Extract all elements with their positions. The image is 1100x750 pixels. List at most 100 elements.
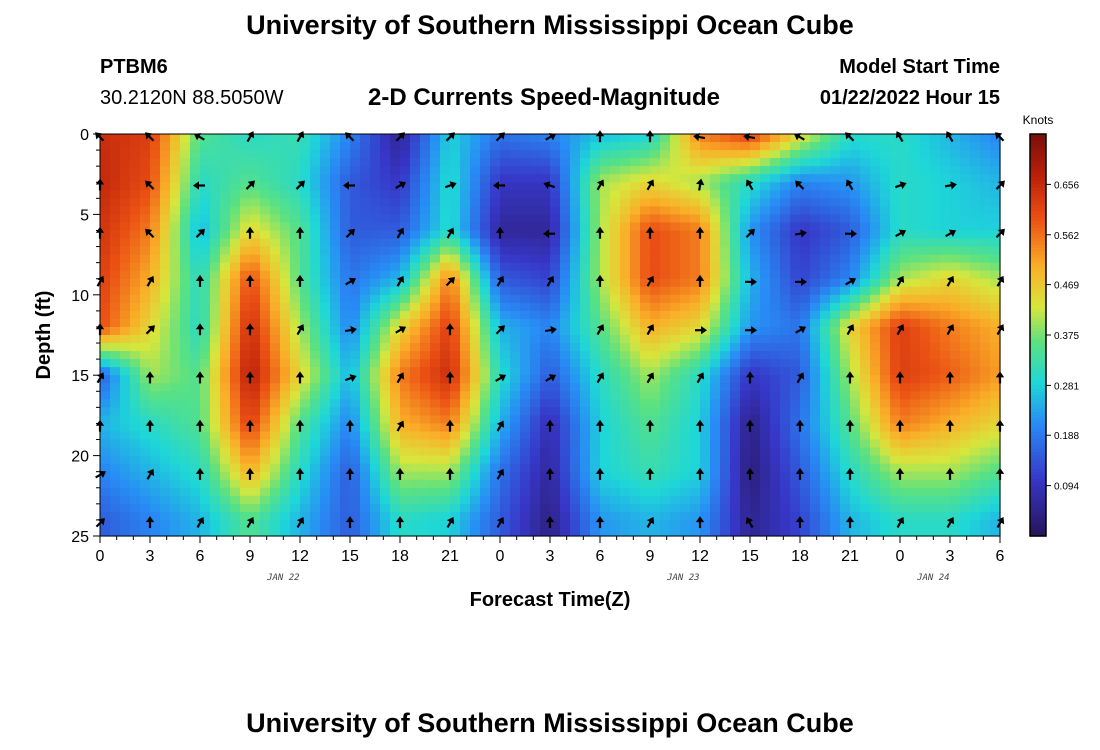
heatmap-cell <box>160 302 171 312</box>
heatmap-cell <box>230 415 241 425</box>
heatmap-cell <box>850 343 861 352</box>
heatmap-cell <box>160 214 171 224</box>
heatmap-cell <box>160 270 171 280</box>
heatmap-cell <box>700 254 711 264</box>
heatmap-cell <box>570 294 581 304</box>
heatmap-cell <box>220 254 231 264</box>
heatmap-cell <box>350 399 361 408</box>
heatmap-cell <box>780 326 791 336</box>
heatmap-cell <box>420 150 431 159</box>
heatmap-cell <box>240 158 251 167</box>
heatmap-cell <box>720 278 731 288</box>
heatmap-cell <box>860 302 871 312</box>
heatmap-cell <box>270 335 281 344</box>
heatmap-cell <box>450 230 461 240</box>
heatmap-cell <box>890 230 901 240</box>
heatmap-cell <box>830 142 841 151</box>
heatmap-cell <box>320 214 331 224</box>
heatmap-cell <box>630 166 641 175</box>
heatmap-cell <box>110 326 121 336</box>
heatmap-cell <box>250 399 261 408</box>
heatmap-cell <box>110 407 121 416</box>
heatmap-cell <box>730 158 741 167</box>
heatmap-cell <box>670 351 681 360</box>
heatmap-cell <box>120 206 131 215</box>
heatmap-cell <box>360 286 371 296</box>
heatmap-cell <box>470 326 481 336</box>
heatmap-cell <box>330 278 341 288</box>
heatmap-cell <box>340 254 351 264</box>
heatmap-cell <box>810 286 821 296</box>
heatmap-cell <box>240 150 251 159</box>
heatmap-cell <box>210 375 221 384</box>
heatmap-cell <box>970 286 981 296</box>
heatmap-cell <box>850 158 861 167</box>
heatmap-cell <box>480 190 491 199</box>
heatmap-cell <box>380 182 391 191</box>
heatmap-cell <box>230 310 241 320</box>
heatmap-cell <box>290 407 301 416</box>
heatmap-cell <box>780 391 791 400</box>
heatmap-cell <box>360 351 371 360</box>
heatmap-cell <box>140 407 151 416</box>
heatmap-cell <box>260 335 271 344</box>
heatmap-cell <box>270 254 281 264</box>
heatmap-cell <box>510 246 521 256</box>
heatmap-cell <box>570 206 581 215</box>
heatmap-cell <box>190 343 201 352</box>
heatmap-cell <box>810 415 821 425</box>
heatmap-cell <box>330 423 341 433</box>
heatmap-cell <box>180 310 191 320</box>
heatmap-cell <box>150 351 161 360</box>
heatmap-cell <box>690 407 701 416</box>
heatmap-cell <box>480 134 491 143</box>
heatmap-cell <box>170 238 181 248</box>
heatmap-cell <box>610 359 621 368</box>
heatmap-cell <box>140 262 151 272</box>
heatmap-cell <box>590 335 601 344</box>
heatmap-cell <box>820 383 831 392</box>
heatmap-cell <box>400 222 411 232</box>
heatmap-cell <box>330 150 341 159</box>
heatmap-cell <box>880 415 891 425</box>
heatmap-cell <box>510 190 521 199</box>
heatmap-cell <box>880 367 891 376</box>
heatmap-cell <box>820 262 831 272</box>
heatmap-cell <box>210 310 221 320</box>
heatmap-cell <box>530 174 541 183</box>
heatmap-cell <box>280 335 291 344</box>
heatmap-cell <box>530 254 541 264</box>
heatmap-cell <box>160 407 171 416</box>
heatmap-cell <box>360 222 371 232</box>
heatmap-cell <box>880 383 891 392</box>
heatmap-cell <box>820 351 831 360</box>
heatmap-cell <box>540 431 551 441</box>
heatmap-cell <box>480 383 491 392</box>
heatmap-cell <box>860 158 871 167</box>
heatmap-cell <box>850 367 861 376</box>
heatmap-cell <box>940 359 951 368</box>
heatmap-cell <box>360 206 371 215</box>
heatmap-cell <box>900 246 911 256</box>
heatmap-cell <box>430 182 441 191</box>
heatmap-cell <box>180 391 191 400</box>
heatmap-cell <box>380 447 391 457</box>
heatmap-cell <box>380 238 391 248</box>
heatmap-cell <box>290 134 301 143</box>
heatmap-cell <box>120 294 131 304</box>
heatmap-cell <box>530 278 541 288</box>
heatmap-cell <box>990 447 1001 457</box>
heatmap-cell <box>490 318 501 328</box>
heatmap-cell <box>300 359 311 368</box>
heatmap-cell <box>290 351 301 360</box>
heatmap-cell <box>970 447 981 457</box>
heatmap-cell <box>810 166 821 175</box>
heatmap-cell <box>270 166 281 175</box>
heatmap-cell <box>440 206 451 215</box>
heatmap-cell <box>560 399 571 408</box>
heatmap-cell <box>860 318 871 328</box>
heatmap-cell <box>280 423 291 433</box>
heatmap-cell <box>850 150 861 159</box>
heatmap-cell <box>170 399 181 408</box>
